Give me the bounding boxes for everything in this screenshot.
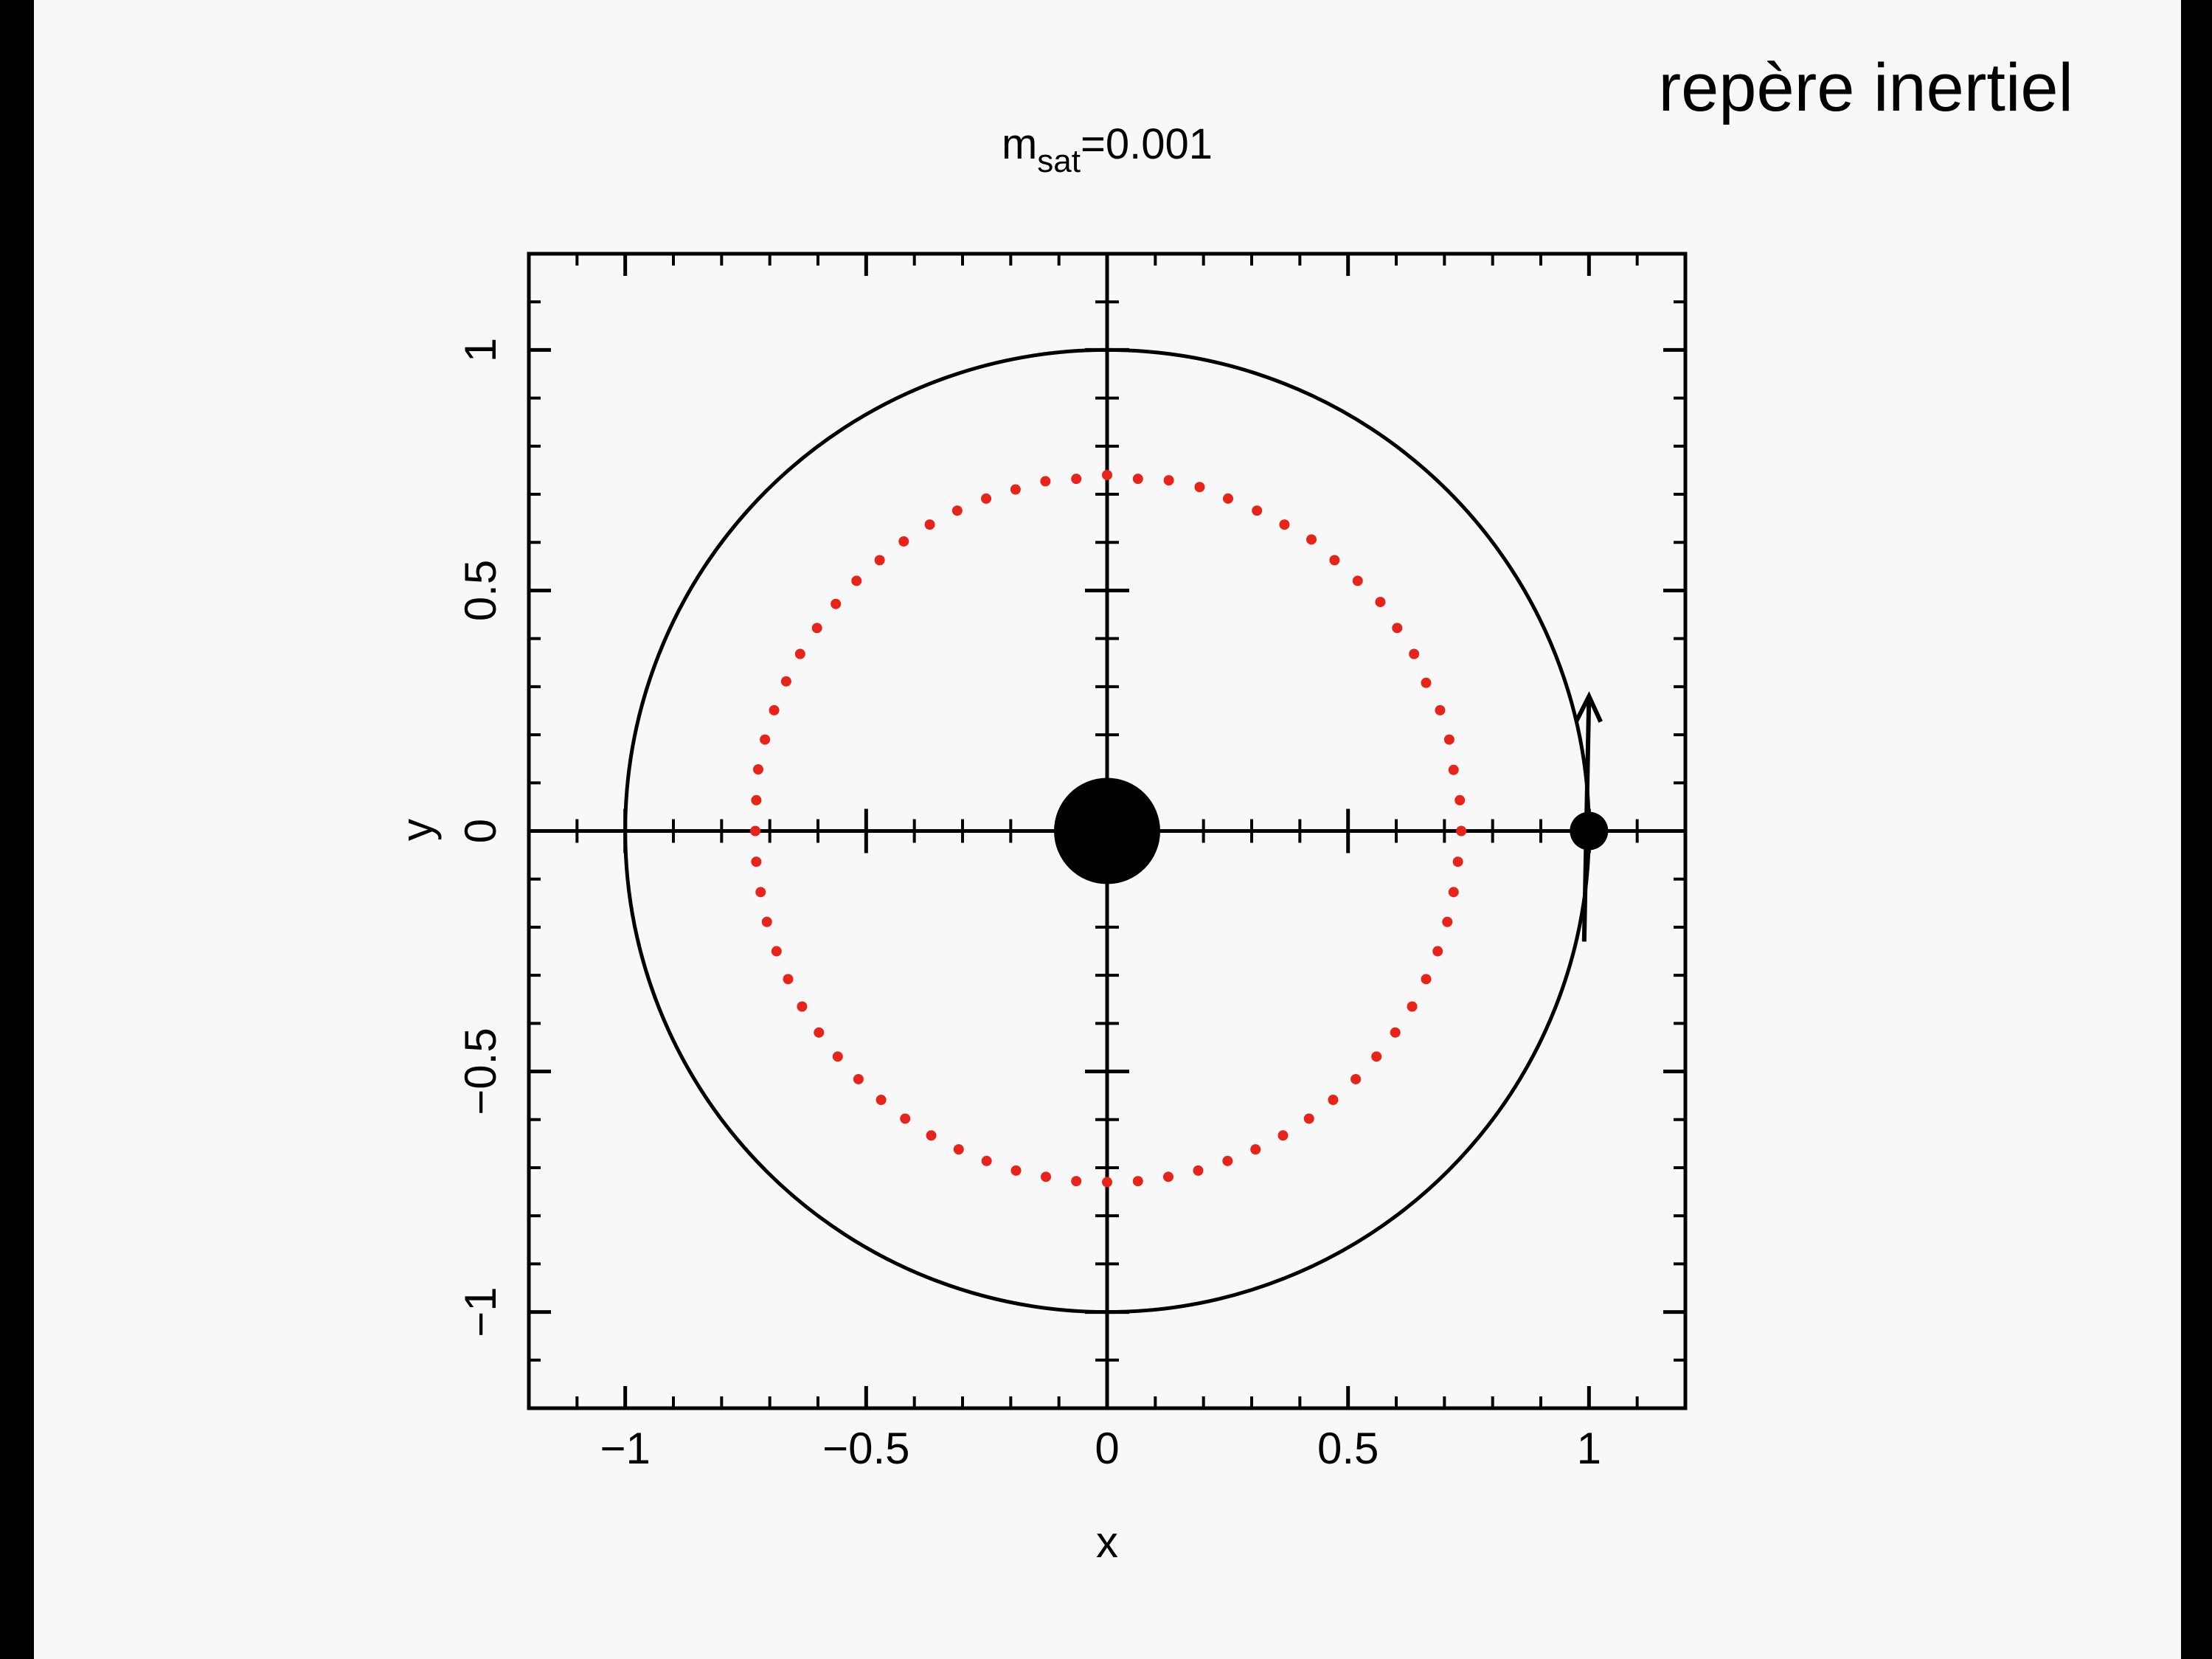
y-tick-label: −0.5 [456,1028,505,1115]
particle [1375,597,1386,608]
particle [752,764,763,775]
particle [1222,493,1233,504]
particle [1390,1027,1401,1038]
particle [1455,794,1466,806]
particle [1435,704,1446,716]
particle [1279,519,1290,530]
particle [1277,1130,1289,1141]
particle [1351,1073,1362,1084]
particle [751,794,762,806]
particle [1452,856,1463,867]
particle [1443,734,1455,745]
y-tick-label: 0.5 [456,560,505,621]
particle [1162,1171,1173,1182]
particle [1303,1113,1314,1124]
x-tick-label: −1 [600,1424,650,1473]
x-tick-label: −0.5 [822,1424,909,1473]
title-sub: sat [1037,143,1081,179]
particle [1329,555,1340,566]
particle [1193,1165,1204,1176]
particle [811,623,822,634]
particle [953,1144,964,1155]
particle [1132,474,1143,485]
particle [1132,1176,1143,1187]
particle [1071,474,1082,485]
particle [814,1027,825,1038]
particle [771,946,782,957]
particle [832,1051,843,1062]
particle [1252,505,1263,516]
particle [780,676,791,687]
particle [755,887,766,898]
particle [898,536,909,547]
particle [1421,974,1432,985]
particle [874,555,885,566]
particle [794,648,805,659]
y-tick-label: −1 [456,1286,505,1337]
x-tick-label: 0.5 [1317,1424,1379,1473]
particle [831,598,842,609]
y-tick-label: 1 [456,338,505,362]
particle [797,1001,808,1012]
particle [900,1113,911,1124]
particle [981,1155,992,1166]
particle [760,734,771,745]
x-tick-label: 0 [1095,1424,1119,1473]
particle [1432,946,1443,957]
particle [853,1073,864,1084]
central-body [1054,777,1160,884]
particle [1010,1165,1022,1176]
particle [761,916,772,927]
satellite [1570,811,1609,851]
particle [1194,482,1205,493]
y-tick-label: 0 [456,819,505,843]
annotation: repère inertiel [1658,50,2073,125]
arrow-head [1574,691,1603,723]
particle [1448,887,1459,898]
left-border [0,0,34,1659]
particle [1102,1177,1112,1188]
particle [1041,1171,1052,1182]
particle [1102,469,1112,480]
particle [1392,623,1403,634]
particle [1407,1001,1418,1012]
particle [751,856,762,867]
particle [1071,1176,1082,1187]
particle [1306,534,1317,545]
particle [750,825,761,837]
x-tick-label: 1 [1577,1424,1601,1473]
particle [1250,1144,1261,1155]
particle [783,974,794,985]
particle [1409,648,1420,659]
title-base: m [1002,120,1037,168]
particle [1456,825,1467,837]
particle [1222,1155,1233,1166]
x-axis-label: x [1096,1517,1118,1567]
title-rest: =0.001 [1081,120,1213,168]
velocity-arrow [1581,696,1592,942]
particle [769,704,780,716]
particle [1010,484,1021,495]
particle [924,519,935,530]
particle [926,1130,937,1141]
particle [876,1095,887,1106]
particle [1448,764,1459,775]
y-axis-label: y [392,819,442,841]
chart-title: msat=0.001 [1002,120,1213,179]
particle [951,505,963,516]
particle [1352,575,1363,586]
particle [1328,1095,1339,1106]
particle [1163,475,1174,486]
right-border [2181,0,2212,1659]
particle [1421,677,1432,688]
particle [1371,1051,1382,1062]
particle [1040,476,1051,487]
particle [981,493,992,504]
particle [1442,916,1453,927]
particle [851,575,862,586]
